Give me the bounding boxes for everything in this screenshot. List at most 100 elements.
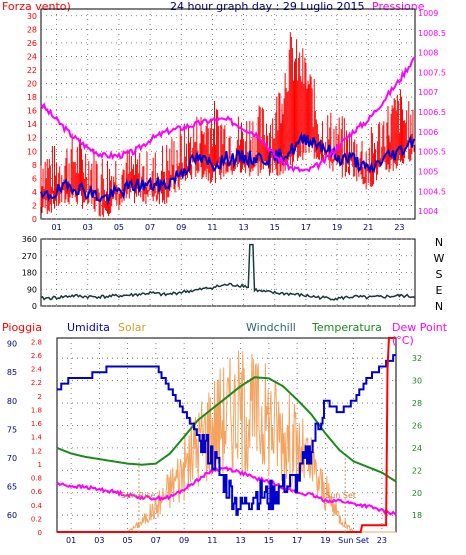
x-tick-label: 09 (176, 223, 186, 232)
x-tick-label: 13 (238, 223, 248, 232)
x-tick-label: 07 (145, 223, 155, 232)
rain-tick-label: 0.8 (31, 475, 42, 483)
wind-tick-label: 14 (27, 120, 37, 129)
x-tick-label: 21 (363, 223, 373, 232)
x-tick-label: 23 (394, 223, 404, 232)
temperature-tick-label: 20 (412, 489, 422, 498)
humidity-tick-label: 60 (7, 511, 17, 520)
temperature-tick-label: 28 (412, 399, 422, 408)
temperature-tick-label: 26 (412, 421, 422, 430)
rain-tick-label: 1.8 (31, 406, 42, 414)
x-tick-label: 07 (151, 536, 161, 545)
wind-tick-label: 16 (27, 107, 37, 116)
pressure-tick-label: 1007 (418, 88, 438, 97)
x-tick-label: 03 (94, 536, 104, 545)
pressure-tick-label: 1009 (418, 9, 438, 18)
x-tick-label: 05 (123, 536, 133, 545)
pressure-tick-label: 1005 (418, 167, 438, 176)
panel-direction-frame (40, 238, 416, 307)
humidity-tick-label: 85 (7, 368, 17, 377)
temperature-tick-label: 22 (412, 466, 422, 475)
x-tick-label: 17 (301, 223, 311, 232)
x-tick-label: 23 (377, 536, 387, 545)
humidity-tick-label: 80 (7, 397, 17, 406)
page-title: 24 hour graph day : 29 Luglio 2015 (170, 0, 365, 13)
rain-tick-label: 2.8 (31, 338, 42, 346)
wind-tick-label: 8 (32, 161, 37, 170)
pressure-tick-label: 1007.5 (418, 68, 446, 77)
wind-tick-label: 24 (27, 52, 37, 61)
rain-tick-label: 2 (38, 393, 42, 401)
legend-solar: Solar (118, 321, 147, 334)
wind-tick-label: 0 (32, 215, 37, 224)
temperature-tick-label: 18 (412, 511, 422, 520)
legend-pioggia: Pioggia (2, 321, 42, 334)
rain-tick-label: 2.4 (31, 366, 43, 374)
x-tick-label: 15 (264, 536, 274, 545)
wind-axis-label: Forza vento) (2, 0, 71, 13)
wind-tick-label: 18 (27, 93, 37, 102)
direction-tick-label: 270 (22, 252, 37, 261)
direction-compass-label: E (436, 284, 443, 297)
direction-compass-label: W (434, 252, 445, 265)
legend-dewpoint: Dew Point (°C) (392, 321, 448, 347)
x-tick-label: 13 (236, 536, 246, 545)
pressure-line (40, 56, 416, 173)
x-tick-label: Sun Set (338, 536, 369, 545)
rain-tick-label: 2.2 (31, 379, 42, 387)
temperature-tick-label: 24 (412, 444, 422, 453)
direction-compass-label: N (435, 236, 443, 249)
sun-rise-label: Sun Rise (121, 491, 156, 500)
x-tick-label: 11 (207, 223, 217, 232)
humidity-tick-label: 90 (7, 340, 17, 349)
x-tick-label: 11 (207, 536, 217, 545)
direction-compass-label: S (436, 268, 443, 281)
temperature-line (56, 376, 397, 483)
pressure-tick-label: 1004.5 (418, 187, 446, 196)
x-tick-label: 15 (270, 223, 280, 232)
humidity-line (57, 354, 396, 516)
rain-tick-label: 1 (38, 461, 42, 469)
wind-tick-label: 28 (27, 25, 37, 34)
temperature-tick-label: 30 (412, 377, 422, 386)
wind-tick-label: 12 (27, 134, 37, 143)
rain-tick-label: 1.4 (31, 434, 43, 442)
rain-tick-label: 1.2 (31, 447, 42, 455)
wind-tick-label: 10 (27, 147, 37, 156)
direction-tick-label: 180 (22, 269, 37, 278)
wind-tick-label: 4 (32, 188, 37, 197)
pressure-tick-label: 1006 (418, 128, 438, 137)
pressure-tick-label: 1004 (418, 207, 438, 216)
temperature-tick-label: 32 (412, 354, 422, 363)
direction-line (40, 243, 416, 301)
x-tick-label: 19 (332, 223, 342, 232)
rain-line (57, 337, 396, 533)
solar-line (57, 350, 396, 533)
wind-tick-label: 30 (27, 12, 37, 21)
x-tick-label: 19 (320, 536, 330, 545)
wind-tick-label: 6 (32, 174, 37, 183)
x-tick-label: 01 (66, 536, 76, 545)
rain-tick-label: 0.4 (31, 502, 43, 510)
rain-tick-label: 0.2 (31, 515, 42, 523)
x-tick-label: 01 (51, 223, 61, 232)
humidity-tick-label: 75 (7, 425, 17, 434)
pressure-axis-label: Pressione (372, 0, 425, 13)
dewpoint-line (56, 466, 397, 516)
legend-windchill: Windchill (246, 321, 296, 334)
wind-tick-label: 22 (27, 66, 37, 75)
pressure-tick-label: 1008.5 (418, 29, 446, 38)
x-tick-label: 17 (292, 536, 302, 545)
direction-tick-label: 90 (27, 285, 37, 294)
direction-tick-label: 0 (32, 302, 37, 311)
wind-tick-label: 20 (27, 80, 37, 89)
direction-tick-label: 360 (22, 235, 37, 244)
wind-tick-label: 2 (32, 201, 37, 210)
humidity-tick-label: 65 (7, 482, 17, 491)
legend-temperatura: Temperatura (312, 321, 382, 334)
rain-tick-label: 2.6 (31, 352, 43, 360)
x-tick-label: 09 (179, 536, 189, 545)
panel-top-frame (40, 8, 416, 220)
